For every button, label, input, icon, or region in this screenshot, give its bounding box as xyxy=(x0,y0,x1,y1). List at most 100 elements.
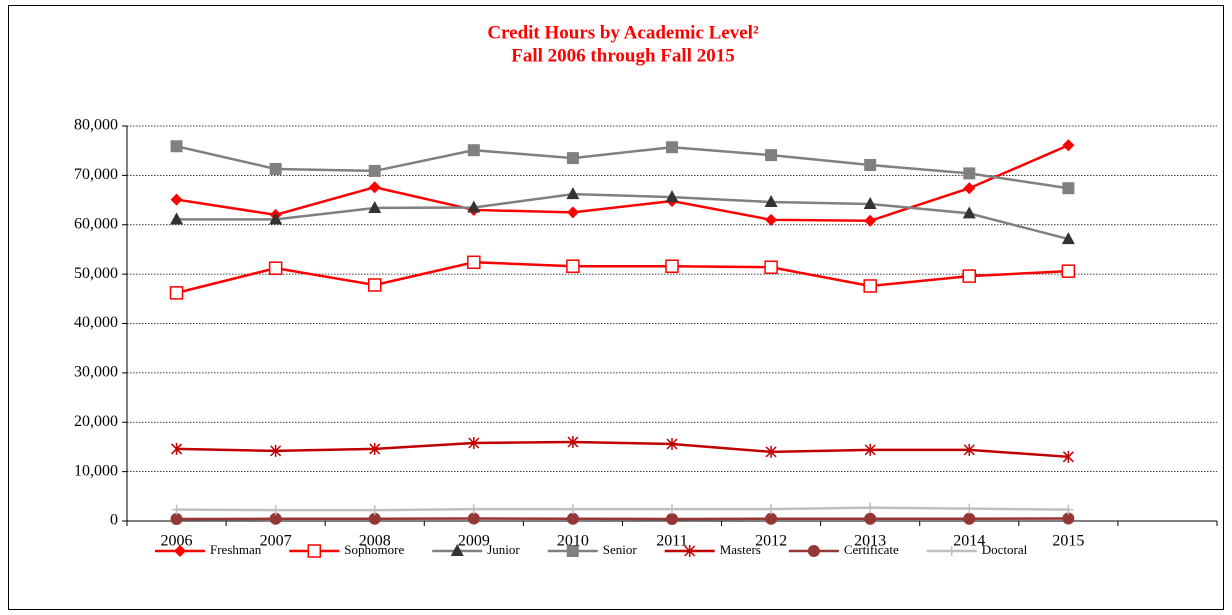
y-tick-label: 30,000 xyxy=(74,364,118,381)
marker xyxy=(566,259,580,273)
marker xyxy=(666,513,678,526)
marker xyxy=(269,162,282,175)
series-line xyxy=(176,261,1069,295)
marker xyxy=(963,512,976,525)
marker xyxy=(864,443,876,456)
marker xyxy=(807,545,820,557)
x-tick-label: 2012 xyxy=(755,533,787,550)
marker xyxy=(171,504,182,515)
marker xyxy=(170,212,184,225)
marker xyxy=(946,546,957,556)
x-tick-label: 2006 xyxy=(161,533,193,550)
marker xyxy=(667,504,677,515)
marker xyxy=(269,512,282,525)
y-tick-label: 80,000 xyxy=(74,117,118,134)
series-line xyxy=(176,506,1069,512)
marker xyxy=(765,149,778,162)
marker xyxy=(684,545,696,557)
marker xyxy=(963,443,975,456)
marker xyxy=(566,512,579,525)
series-line xyxy=(176,440,1069,459)
marker xyxy=(1063,504,1074,515)
marker xyxy=(567,504,578,515)
marker xyxy=(566,152,579,165)
marker xyxy=(468,504,479,515)
chart-subtitle: Fall 2006 through Fall 2015 xyxy=(511,45,734,66)
marker xyxy=(764,260,778,274)
marker xyxy=(1061,232,1075,245)
marker xyxy=(169,286,184,300)
legend-label: Masters xyxy=(720,542,761,557)
y-tick-label: 10,000 xyxy=(74,462,118,479)
marker xyxy=(765,512,778,525)
marker xyxy=(467,512,480,525)
marker xyxy=(268,261,283,275)
marker xyxy=(863,197,877,210)
series-line xyxy=(176,144,1069,223)
x-tick-label: 2015 xyxy=(1052,533,1084,550)
x-tick-label: 2007 xyxy=(260,533,292,550)
marker xyxy=(864,159,877,172)
marker xyxy=(467,255,481,270)
series-line xyxy=(176,192,1069,241)
marker xyxy=(567,436,579,448)
y-tick-label: 70,000 xyxy=(74,166,118,183)
y-tick-label: 50,000 xyxy=(74,265,118,282)
marker xyxy=(468,436,480,449)
x-tick-label: 2014 xyxy=(953,533,985,550)
marker xyxy=(467,200,481,213)
marker xyxy=(1062,512,1075,525)
marker xyxy=(864,214,877,227)
marker xyxy=(566,206,579,219)
marker xyxy=(270,505,281,516)
marker xyxy=(170,193,183,206)
marker xyxy=(962,269,977,283)
legend-label: Freshman xyxy=(210,542,262,557)
marker xyxy=(963,167,976,180)
x-tick-label: 2013 xyxy=(854,533,886,550)
marker xyxy=(174,545,186,557)
marker xyxy=(369,442,381,455)
x-tick-label: 2011 xyxy=(656,533,687,550)
marker xyxy=(765,445,777,458)
y-tick-label: 0 xyxy=(110,512,118,529)
marker xyxy=(450,544,464,556)
marker xyxy=(367,278,382,292)
legend-label: Sophomore xyxy=(344,542,404,557)
series-line xyxy=(176,145,1069,190)
y-tick-label: 20,000 xyxy=(74,413,118,430)
marker xyxy=(666,141,678,154)
marker xyxy=(964,503,975,514)
marker xyxy=(764,195,778,208)
marker xyxy=(467,144,480,157)
marker xyxy=(368,181,381,194)
legend-label: Certificate xyxy=(844,542,899,557)
marker xyxy=(368,512,381,525)
marker xyxy=(369,505,380,516)
legend: Freshman Sophomore Junior Senior Masters Cert… xyxy=(155,542,1028,558)
x-tick-label: 2008 xyxy=(359,533,391,550)
chart-title: Credit Hours by Academic Level² xyxy=(487,22,759,43)
marker xyxy=(270,444,282,457)
legend-label: Doctoral xyxy=(982,542,1028,557)
x-tick-label: 2010 xyxy=(557,533,589,550)
marker xyxy=(865,502,876,513)
marker xyxy=(171,442,183,455)
marker xyxy=(269,212,283,225)
marker xyxy=(864,512,877,525)
y-tick-label: 60,000 xyxy=(74,215,118,232)
marker xyxy=(1062,450,1074,463)
marker xyxy=(1062,182,1075,195)
marker xyxy=(368,200,382,213)
marker xyxy=(665,190,679,203)
marker xyxy=(766,504,777,515)
marker xyxy=(566,545,579,557)
marker xyxy=(962,206,976,219)
marker xyxy=(170,140,183,153)
y-tick-label: 40,000 xyxy=(74,314,118,331)
marker xyxy=(963,182,976,195)
marker xyxy=(1062,139,1075,152)
marker xyxy=(863,279,877,293)
marker xyxy=(170,513,183,526)
